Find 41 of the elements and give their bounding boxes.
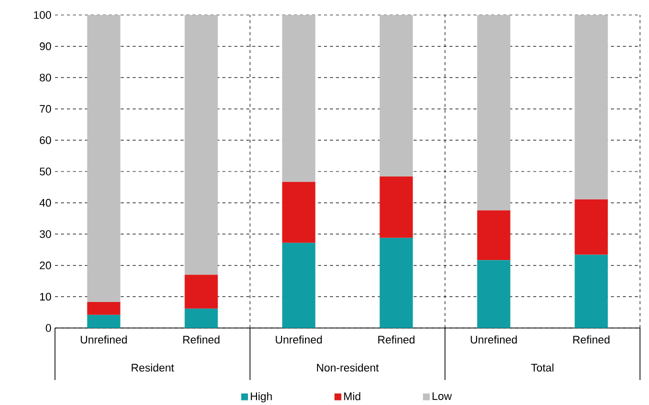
bar [574, 199, 608, 255]
bar [477, 260, 510, 328]
y-tick-label: 90 [40, 42, 52, 50]
x-tick-label: Refined [378, 336, 414, 344]
y-tick-label: 80 [40, 74, 52, 82]
x-tick-label: Refined [183, 336, 220, 344]
x-tick-label: Unrefined [80, 336, 127, 344]
text: Non-resident [317, 364, 379, 372]
bar [282, 182, 316, 243]
bar [282, 15, 316, 182]
bar [184, 274, 218, 309]
y-tick-label: 20 [40, 262, 52, 270]
legend-label: Mid [344, 392, 360, 400]
bar [380, 15, 413, 177]
y-tick-label: 100 [34, 11, 52, 19]
bar [380, 176, 413, 238]
bar [477, 15, 510, 210]
y-tick-label: 0 [46, 324, 52, 332]
y-tick-label: 50 [40, 168, 52, 176]
legend-label: Low [432, 392, 452, 400]
y-tick-label: 30 [40, 230, 52, 238]
bar [282, 242, 316, 328]
bar [87, 15, 120, 302]
y-tick-label: 70 [40, 105, 52, 113]
text: Total [531, 364, 554, 372]
legend-label: High [250, 392, 272, 402]
bar [574, 254, 608, 328]
bar [87, 302, 120, 315]
x-tick-label: Unrefined [276, 336, 322, 344]
bar [184, 15, 218, 275]
bar [574, 15, 608, 200]
bar [477, 210, 510, 260]
x-tick-label: Unrefined [470, 336, 517, 344]
y-tick-label: 40 [40, 198, 52, 207]
text: Resident [132, 364, 174, 372]
x-tick-label: Refined [573, 336, 610, 344]
y-tick-label: 60 [40, 136, 52, 144]
y-tick-label: 10 [40, 292, 52, 301]
bar [184, 308, 218, 328]
bar [380, 238, 413, 328]
bar [87, 314, 120, 328]
